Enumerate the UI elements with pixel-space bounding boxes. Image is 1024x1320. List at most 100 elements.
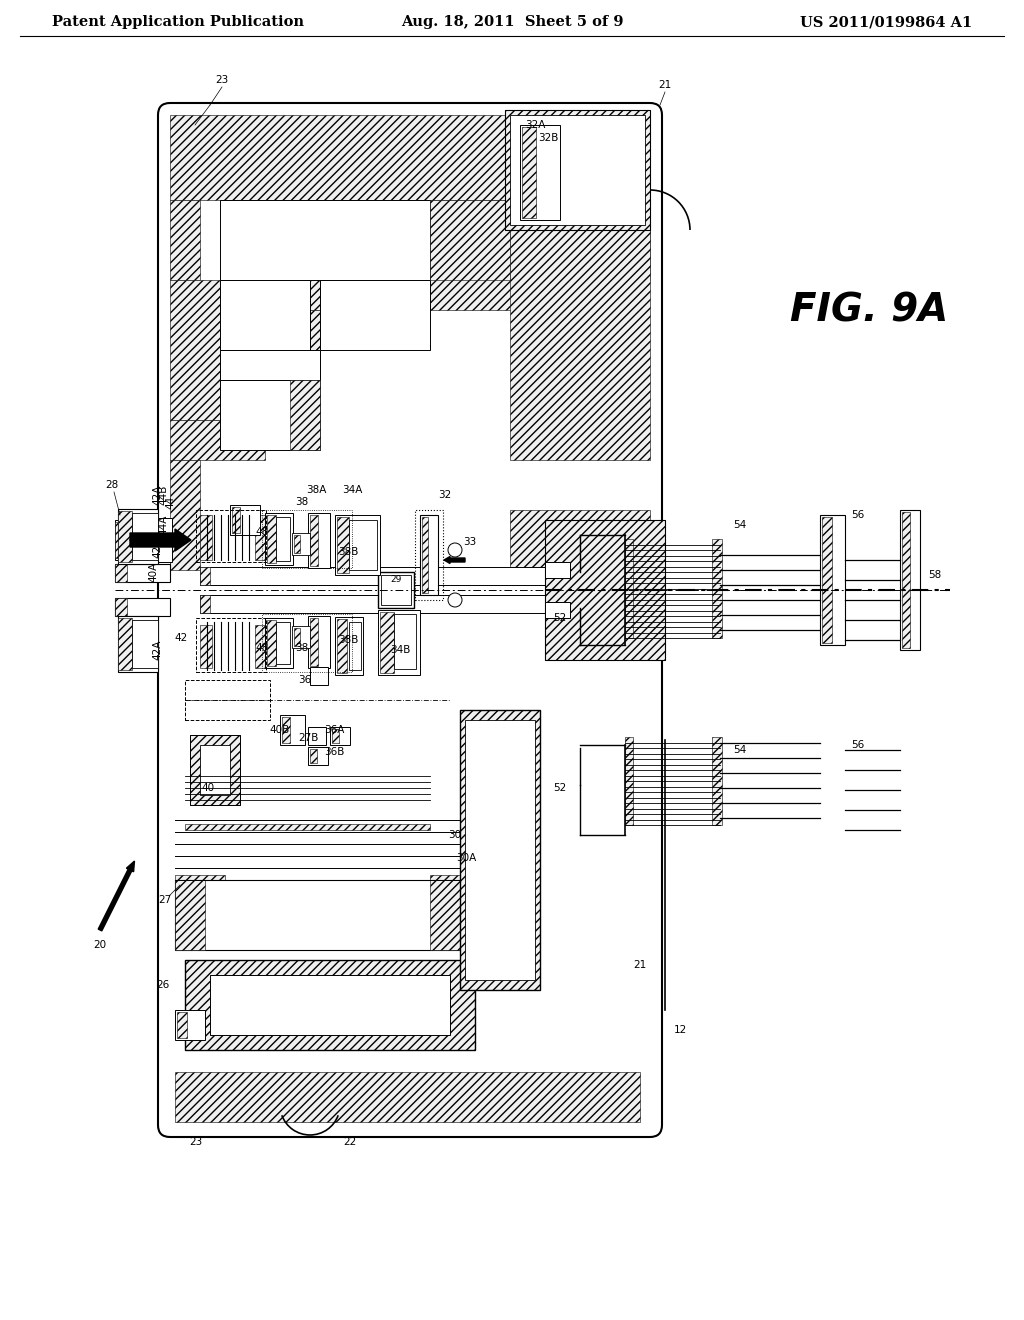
Bar bbox=[310, 515, 318, 566]
Text: 30A: 30A bbox=[456, 853, 476, 863]
Bar bbox=[265, 513, 293, 565]
Text: 12: 12 bbox=[674, 1026, 687, 1035]
Text: 34A: 34A bbox=[342, 484, 362, 495]
Bar bbox=[115, 598, 127, 616]
Bar bbox=[510, 201, 650, 459]
Bar bbox=[349, 520, 377, 570]
Bar bbox=[115, 521, 127, 558]
Text: 38B: 38B bbox=[338, 546, 358, 557]
Bar bbox=[185, 960, 475, 1049]
Bar bbox=[319, 201, 390, 310]
Text: 42A: 42A bbox=[152, 640, 162, 660]
Text: 23: 23 bbox=[215, 75, 228, 84]
Bar bbox=[610, 201, 650, 280]
Bar bbox=[132, 513, 158, 560]
Bar bbox=[185, 960, 475, 1049]
Text: 36A: 36A bbox=[324, 725, 344, 735]
Bar bbox=[378, 572, 414, 609]
Text: 30: 30 bbox=[449, 830, 462, 840]
Bar bbox=[170, 420, 265, 459]
Text: 21: 21 bbox=[658, 81, 672, 90]
Bar bbox=[510, 510, 650, 570]
Bar bbox=[430, 201, 540, 310]
Text: 32A: 32A bbox=[525, 120, 545, 129]
Bar bbox=[545, 520, 665, 660]
Bar bbox=[394, 614, 416, 669]
Text: 26: 26 bbox=[157, 979, 170, 990]
Bar bbox=[520, 125, 560, 220]
Bar bbox=[465, 719, 535, 979]
Bar bbox=[308, 616, 330, 668]
Text: 32: 32 bbox=[438, 490, 452, 500]
Bar bbox=[200, 515, 212, 560]
Bar bbox=[230, 506, 260, 535]
Text: 52: 52 bbox=[553, 612, 566, 623]
Bar bbox=[147, 520, 157, 560]
Bar bbox=[335, 616, 362, 675]
Bar bbox=[294, 535, 300, 553]
Text: 27: 27 bbox=[159, 895, 172, 906]
Bar bbox=[294, 628, 300, 645]
Bar bbox=[335, 515, 380, 576]
Bar bbox=[415, 510, 443, 601]
Bar bbox=[308, 727, 326, 744]
Bar bbox=[381, 576, 411, 605]
Bar bbox=[460, 710, 540, 990]
Bar bbox=[505, 110, 650, 230]
Text: 38: 38 bbox=[295, 643, 308, 653]
Bar bbox=[380, 612, 394, 673]
Bar bbox=[545, 602, 570, 618]
Bar bbox=[308, 747, 328, 766]
Text: 58: 58 bbox=[929, 570, 942, 579]
Text: 38: 38 bbox=[295, 498, 308, 507]
Bar bbox=[250, 310, 319, 420]
Text: 42: 42 bbox=[174, 634, 187, 643]
Bar bbox=[177, 1012, 187, 1038]
Bar bbox=[267, 515, 276, 564]
Bar bbox=[255, 624, 267, 668]
Text: 52: 52 bbox=[553, 783, 566, 793]
Text: 36B: 36B bbox=[324, 747, 344, 756]
Bar bbox=[290, 380, 319, 450]
Bar bbox=[170, 115, 650, 201]
Text: 29: 29 bbox=[390, 576, 401, 585]
Bar bbox=[430, 201, 510, 280]
Bar bbox=[276, 517, 290, 561]
Text: 44B: 44B bbox=[158, 484, 168, 506]
Bar bbox=[232, 507, 240, 533]
Text: 44: 44 bbox=[165, 495, 175, 508]
Bar bbox=[276, 622, 290, 664]
Bar bbox=[267, 620, 276, 667]
Bar bbox=[115, 598, 170, 616]
Text: 56: 56 bbox=[851, 741, 864, 750]
Bar bbox=[262, 614, 352, 672]
Bar bbox=[220, 350, 319, 450]
Bar bbox=[220, 201, 430, 280]
Bar bbox=[330, 727, 350, 744]
Bar bbox=[220, 280, 310, 350]
Bar bbox=[545, 562, 570, 578]
Text: 21: 21 bbox=[634, 960, 646, 970]
Bar bbox=[522, 127, 536, 218]
Bar bbox=[200, 624, 212, 668]
Bar bbox=[118, 511, 132, 562]
Bar bbox=[220, 350, 319, 380]
Bar bbox=[310, 618, 318, 667]
Bar bbox=[200, 595, 560, 612]
Bar bbox=[115, 564, 127, 582]
Bar bbox=[265, 618, 293, 668]
Bar bbox=[545, 520, 665, 660]
Bar bbox=[332, 729, 339, 743]
Bar bbox=[262, 510, 352, 568]
Text: US 2011/0199864 A1: US 2011/0199864 A1 bbox=[800, 15, 972, 29]
Bar bbox=[115, 564, 170, 582]
Bar bbox=[118, 510, 158, 564]
Text: 40A: 40A bbox=[148, 562, 158, 582]
Bar bbox=[196, 618, 266, 672]
FancyBboxPatch shape bbox=[158, 103, 662, 1137]
Text: Patent Application Publication: Patent Application Publication bbox=[52, 15, 304, 29]
Text: 38A: 38A bbox=[306, 484, 327, 495]
Bar bbox=[337, 619, 347, 673]
Bar bbox=[308, 513, 330, 568]
Text: 23: 23 bbox=[189, 1137, 203, 1147]
